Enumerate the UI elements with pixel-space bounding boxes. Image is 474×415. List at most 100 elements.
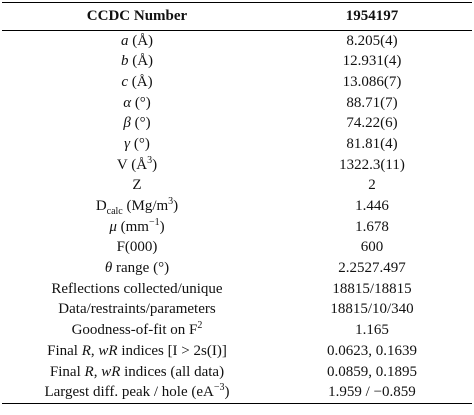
text-segment: b (120, 53, 129, 70)
label-cell: Final R, wR indices (all data) (2, 362, 272, 383)
text-segment: range (°) (112, 260, 170, 277)
label-cell: V (Å3) (2, 155, 272, 176)
value-cell: 74.22(6) (346, 115, 398, 132)
table-row: V (Å3) 1322.3(11) (2, 155, 472, 176)
text-segment: Reflections collected/unique (51, 280, 223, 297)
value-cell: 8.205(4) (346, 32, 398, 49)
text-segment: −1 (148, 216, 160, 228)
label-cell: μ (mm−1) (2, 217, 272, 238)
text-segment: 2 (197, 320, 203, 332)
value-cell: 81.81(4) (346, 135, 398, 152)
table-row: Data/restraints/parameters 18815/10/340 (2, 300, 472, 321)
table-row: F(000) 600 (2, 238, 472, 259)
label-cell: b (Å) (2, 52, 272, 73)
table-row: Goodness-of-fit on F2 1.165 (2, 321, 472, 342)
text-segment: Largest diff. peak / hole (eA (44, 384, 214, 401)
text-segment: (°) (131, 94, 151, 111)
label-cell: Z (2, 176, 272, 197)
value-cell: 600 (360, 239, 384, 256)
header-row: CCDC Number 1954197 (2, 2, 472, 31)
text-segment: R (84, 363, 94, 380)
label-cell: c (Å) (2, 72, 272, 93)
value-cell: 2.2527.497 (338, 260, 406, 277)
value-cell: 13.086(7) (342, 73, 402, 90)
text-segment: ) (173, 198, 179, 215)
data-table: CCDC Number 1954197 a (Å) 8.205(4) b (Å) 12… (2, 2, 472, 405)
table-row: α (°) 88.71(7) (2, 93, 472, 114)
label-cell: Largest diff. peak / hole (eA−3) (2, 382, 272, 405)
text-segment: calc (106, 206, 123, 218)
table-row: Final R, wR indices (all data) 0.0859, 0.… (2, 362, 472, 383)
table-row: Largest diff. peak / hole (eA−3) 1.959 / … (2, 382, 472, 405)
table-row: b (Å) 12.931(4) (2, 52, 472, 73)
value-cell: 88.71(7) (346, 94, 398, 111)
table-row: μ (mm−1) 1.678 (2, 217, 472, 238)
text-segment: Final (49, 363, 85, 380)
table-row: Reflections collected/unique 18815/18815 (2, 279, 472, 300)
text-segment: γ (124, 135, 131, 152)
text-segment: indices (all data) (120, 363, 225, 380)
table-row: c (Å) 13.086(7) (2, 72, 472, 93)
label-cell: θ range (°) (2, 259, 272, 280)
value-cell: 1.165 (355, 322, 389, 339)
value-cell: 1.446 (355, 198, 389, 215)
text-segment: wR (98, 342, 118, 359)
value-cell: 12.931(4) (342, 53, 402, 70)
header-cell: CCDC Number (2, 2, 272, 31)
text-segment: 3 (147, 154, 153, 166)
table-row: Dcalc (Mg/m3) 1.446 (2, 197, 472, 218)
value-cell: 1.959 / −0.859 (272, 382, 472, 405)
text-segment: a (120, 32, 129, 49)
text-segment: wR (101, 363, 121, 380)
text-segment: Final (47, 342, 82, 359)
label-cell: α (°) (2, 93, 272, 114)
text-segment: R (81, 342, 91, 359)
value-cell: 0.0859, 0.1895 (327, 363, 417, 380)
text-segment: Goodness-of-fit on F (71, 322, 198, 339)
text-segment: β (123, 115, 131, 132)
text-segment: (mm (116, 218, 149, 235)
value-cell: 18815/10/340 (330, 301, 414, 318)
text-segment: (Mg/m (122, 198, 169, 215)
table-row: θ range (°) 2.2527.497 (2, 259, 472, 280)
label-cell: Dcalc (Mg/m3) (2, 197, 272, 218)
text-segment: θ (104, 260, 113, 277)
table-row: Final R, wR indices [I > 2s(I)] 0.0623, 0… (2, 341, 472, 362)
label-cell: Goodness-of-fit on F2 (2, 321, 272, 342)
label-cell: β (°) (2, 114, 272, 135)
table-row: β (°) 74.22(6) (2, 114, 472, 135)
text-segment: (°) (130, 135, 150, 152)
text-segment: ) (224, 384, 230, 401)
text-segment: c (121, 73, 129, 90)
label-cell: γ (°) (2, 134, 272, 155)
header-cell: 1954197 (272, 2, 472, 31)
text-segment: Z (132, 177, 142, 194)
value-cell: 2 (368, 177, 376, 194)
label-cell: a (Å) (2, 31, 272, 52)
value-cell: 1322.3(11) (339, 156, 405, 173)
table-body: a (Å) 8.205(4) b (Å) 12.931(4) c (Å) 13.086(7… (2, 31, 472, 405)
label-cell: F(000) (2, 238, 272, 259)
text-segment: (Å) (128, 32, 154, 49)
text-segment: F(000) (116, 239, 158, 256)
value-cell: 1.678 (355, 218, 389, 235)
text-segment: (°) (130, 115, 151, 132)
label-cell: Data/restraints/parameters (2, 300, 272, 321)
text-segment: α (123, 94, 132, 111)
text-segment: ) (159, 218, 165, 235)
label-cell: Reflections collected/unique (2, 279, 272, 300)
label-cell: Final R, wR indices [I > 2s(I)] (2, 341, 272, 362)
value-cell: 18815/18815 (332, 280, 412, 297)
text-segment: −3 (213, 382, 225, 394)
text-segment: indices [I > 2s(I)] (117, 342, 227, 359)
table-row: γ (°) 81.81(4) (2, 134, 472, 155)
text-segment: V (Å (116, 156, 148, 173)
text-segment: , (90, 342, 99, 359)
text-segment: ) (152, 156, 158, 173)
text-segment: (Å) (128, 53, 154, 70)
text-segment: μ (109, 218, 117, 235)
text-segment: Data/restraints/parameters (58, 301, 216, 318)
table-row: a (Å) 8.205(4) (2, 31, 472, 52)
